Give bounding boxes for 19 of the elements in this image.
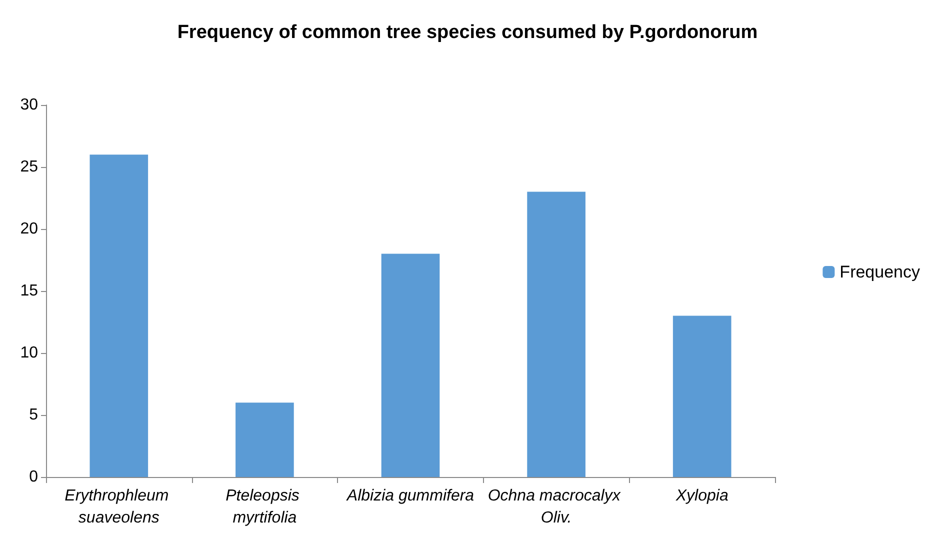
y-tick-label: 10 bbox=[20, 344, 38, 362]
y-tick-label: 30 bbox=[20, 96, 38, 114]
y-tick-label: 20 bbox=[20, 220, 38, 238]
y-tick-label: 5 bbox=[29, 406, 38, 424]
legend-label: Frequency bbox=[840, 262, 920, 282]
bar bbox=[236, 402, 294, 477]
x-tick-label: Ochna macrocalyx Oliv. bbox=[488, 488, 625, 526]
y-tick-label: 0 bbox=[29, 468, 38, 486]
bar bbox=[527, 192, 586, 477]
x-tick-label: Xylopia bbox=[674, 488, 728, 504]
bar bbox=[381, 254, 440, 477]
x-tick-label: Pteleopsis myrtifolia bbox=[226, 488, 304, 526]
bar bbox=[672, 316, 732, 477]
x-tick-label: Erythrophleum suaveolens bbox=[64, 488, 174, 526]
y-tick-label: 25 bbox=[20, 158, 38, 176]
bar bbox=[90, 154, 148, 477]
x-tick-label: Albizia gummifera bbox=[346, 488, 474, 504]
chart-title: Frequency of common tree species consumed by P.gordonorum bbox=[177, 22, 758, 43]
y-tick-label: 15 bbox=[20, 282, 38, 300]
